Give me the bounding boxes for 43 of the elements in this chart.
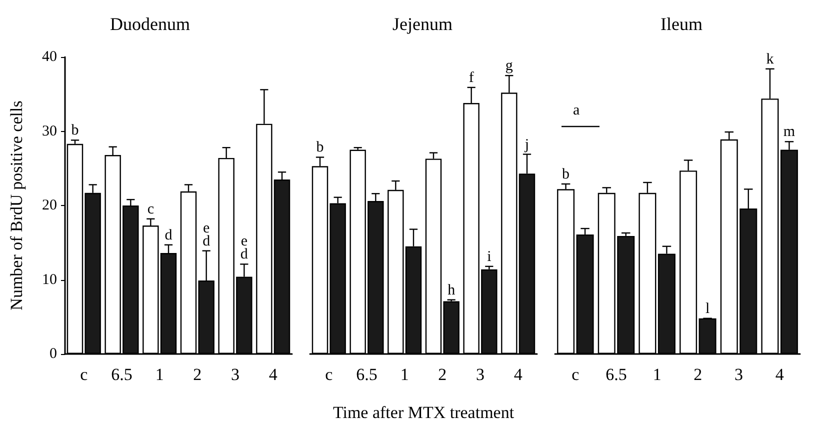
y-tick-label: 20: [42, 198, 57, 214]
x-axis-title: Time after MTX treatment: [332, 403, 514, 422]
x-tick-label: 1: [652, 365, 662, 384]
annotation: g: [505, 58, 514, 74]
y-tick-label: 40: [42, 49, 57, 65]
x-tick-label: c: [572, 365, 580, 384]
x-tick-label: 6.5: [606, 365, 627, 384]
annotation: d: [164, 227, 173, 244]
x-tick-label: 6.5: [356, 365, 378, 384]
annotation: b: [71, 122, 79, 139]
annotation: b: [316, 140, 324, 156]
x-tick-label: 3: [734, 365, 743, 384]
x-tick-label: c: [325, 365, 334, 384]
annotation: d: [240, 246, 248, 263]
annotation: f: [468, 70, 474, 86]
x-tick-label: 3: [231, 365, 240, 384]
y-tick-label: 30: [42, 123, 57, 140]
y-axis-title: Number of BrdU positive cells: [7, 100, 26, 310]
x-tick-label: 6.5: [111, 365, 132, 384]
annotation: m: [783, 124, 796, 140]
annotation: j: [524, 136, 530, 153]
annotation: k: [766, 51, 774, 68]
annotation: a: [573, 102, 580, 118]
y-tick-label: 0: [50, 346, 57, 362]
annotation: i: [487, 248, 492, 265]
x-tick-label: 4: [268, 365, 278, 384]
x-tick-label: 1: [400, 365, 409, 384]
annotation: l: [705, 300, 710, 317]
annotation: h: [448, 282, 456, 298]
annotation: b: [562, 166, 570, 182]
x-tick-label: 2: [694, 365, 702, 384]
x-tick-label: 4: [514, 365, 523, 384]
x-tick-label: 1: [155, 365, 164, 384]
x-tick-label: c: [80, 365, 88, 384]
y-tick-label: 10: [42, 272, 57, 288]
chart-title: Ileum: [660, 14, 702, 34]
annotation: c: [147, 201, 154, 218]
x-tick-label: 2: [438, 365, 447, 384]
chart-title: Jejenum: [392, 14, 452, 34]
x-tick-label: 3: [476, 365, 484, 384]
x-tick-label: 2: [193, 365, 202, 384]
x-tick-label: 4: [775, 365, 784, 384]
chart-title: Duodenum: [110, 14, 190, 34]
